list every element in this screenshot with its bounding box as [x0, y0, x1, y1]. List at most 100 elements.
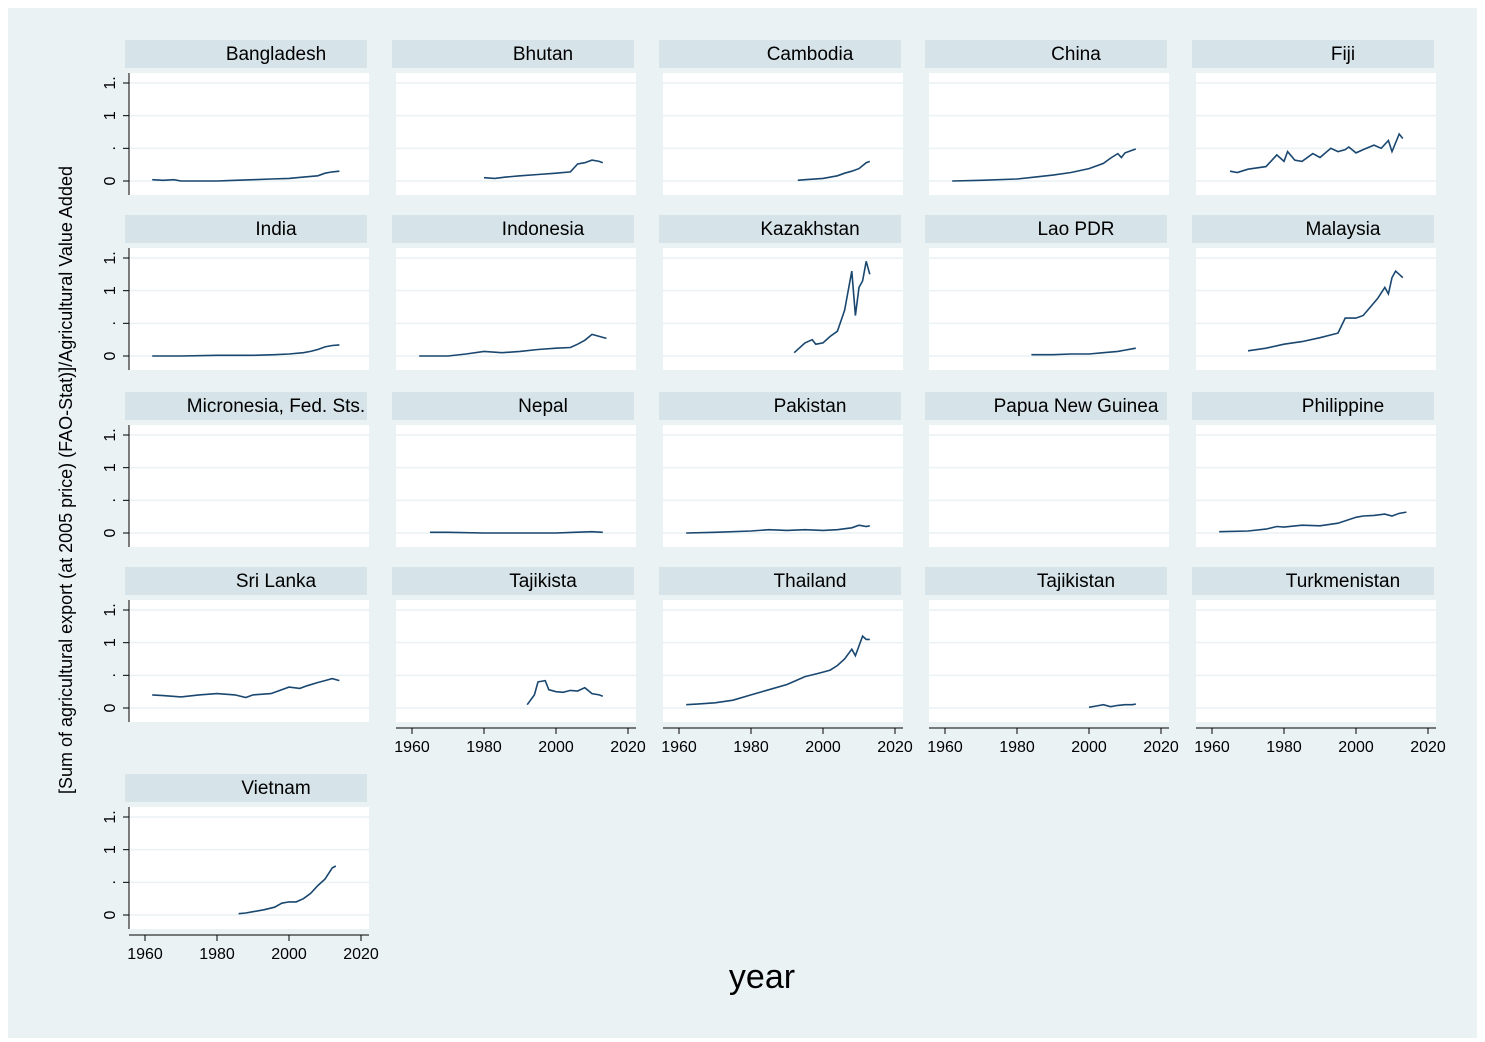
panel-strip: [659, 215, 901, 243]
y-tick-label: 1: [102, 638, 119, 647]
plot-area: [929, 73, 1169, 195]
y-tick-label: 1: [102, 286, 119, 295]
panel-title: Bangladesh: [226, 44, 326, 65]
panel-title: Kazakhstan: [760, 219, 859, 240]
x-tick-label: 2020: [343, 946, 379, 963]
panel-strip: [125, 215, 367, 243]
x-axis-title: year: [729, 958, 795, 996]
panel-papua-new-guinea: Papua New Guinea: [925, 392, 1169, 547]
plot-area: [929, 248, 1169, 370]
panel-bhutan: Bhutan: [392, 40, 636, 195]
panel-kazakhstan: Kazakhstan: [659, 215, 903, 370]
panel-pakistan: Pakistan: [659, 392, 903, 547]
panel-title: Lao PDR: [1037, 219, 1114, 240]
panel-thailand: Thailand 1960 1980 2000 2020: [659, 567, 913, 756]
plot-area: [1196, 425, 1436, 547]
panel-strip: [392, 392, 634, 420]
panel-strip: [125, 774, 367, 802]
x-tick-label: 1960: [1194, 739, 1230, 756]
plot-area: [129, 73, 369, 195]
x-tick-label: 1980: [1266, 739, 1302, 756]
x-tick-label: 1960: [127, 946, 163, 963]
panel-strip: [925, 215, 1167, 243]
y-tick-label: 0: [102, 176, 119, 185]
plot-area: [663, 425, 903, 547]
panel-philippine: Philippine: [1192, 392, 1436, 547]
panel-strip: [925, 567, 1167, 595]
panel-indonesia: Indonesia: [392, 215, 636, 370]
plot-area: [396, 425, 636, 547]
plot-area: [396, 600, 636, 722]
panel-title: Nepal: [518, 396, 568, 417]
series-line: [1247, 269, 1404, 352]
y-tick-label: 1.: [102, 603, 119, 616]
panel-title: Tajikistan: [1037, 571, 1115, 592]
series-line: [152, 344, 340, 357]
x-tick-label: 2020: [1143, 739, 1179, 756]
panel-strip: [659, 567, 901, 595]
series-line: [1031, 347, 1136, 356]
y-tick-label: 1: [102, 463, 119, 472]
series-line: [483, 159, 604, 180]
panel-title: Micronesia, Fed. Sts.: [187, 396, 365, 417]
panel-vietnam: Vietnam 0. 1 1. 1960 1980 2000 2020: [102, 774, 379, 963]
y-tick-label: 1.: [102, 810, 119, 823]
plot-area: [129, 807, 369, 929]
y-tick-label: 1.: [102, 76, 119, 89]
plot-area: [1196, 600, 1436, 722]
panel-title: Indonesia: [502, 219, 585, 240]
series-line: [1088, 703, 1136, 709]
panel-strip: [925, 392, 1167, 420]
series-line: [152, 677, 340, 699]
series-line: [152, 170, 340, 182]
series-line: [797, 160, 871, 182]
panel-title: China: [1051, 44, 1101, 65]
series-line: [1229, 132, 1404, 174]
series-line: [686, 524, 870, 534]
y-tick-label: 1: [102, 845, 119, 854]
panel-strip: [659, 392, 901, 420]
x-tick-label: 1980: [199, 946, 235, 963]
y-tick-label: .: [102, 498, 119, 502]
panel-title: Pakistan: [774, 396, 847, 417]
panel-title: Papua New Guinea: [994, 396, 1159, 417]
x-tick-label: 1960: [394, 739, 430, 756]
plot-area: [663, 248, 903, 370]
panel-strip: [392, 215, 634, 243]
panel-cambodia: Cambodia: [659, 40, 903, 195]
panel-title: Thailand: [774, 571, 847, 592]
plot-area: [1196, 73, 1436, 195]
x-tick-label: 2000: [538, 739, 574, 756]
panel-title: Tajikista: [509, 571, 577, 592]
plot-area: [129, 248, 369, 370]
panel-title: India: [255, 219, 297, 240]
series-line: [952, 148, 1137, 182]
series-line: [419, 333, 607, 357]
series-line: [430, 530, 603, 534]
panel-title: Cambodia: [767, 44, 854, 65]
plot-area: [663, 600, 903, 722]
panel-china: China: [925, 40, 1169, 195]
panel-strip: [1192, 567, 1434, 595]
x-tick-label: 2000: [805, 739, 841, 756]
x-tick-label: 1960: [661, 739, 697, 756]
panel-fiji: Fiji: [1192, 40, 1436, 195]
panel-strip: [125, 392, 367, 420]
series-line: [526, 679, 604, 706]
panel-title: Bhutan: [513, 44, 573, 65]
plot-area: [396, 248, 636, 370]
panel-strip: [1192, 215, 1434, 243]
x-tick-label: 2000: [271, 946, 307, 963]
panel-tajikista: Tajikista 1960 1980 2000 2020: [392, 567, 646, 756]
y-tick-label: 0: [102, 910, 119, 919]
y-axis-title: [Sum of agricultural export (at 2005 pri…: [56, 166, 76, 794]
plot-area: [929, 425, 1169, 547]
x-tick-label: 2020: [1410, 739, 1446, 756]
x-tick-label: 1980: [733, 739, 769, 756]
plot-area: [396, 73, 636, 195]
series-line: [793, 261, 871, 354]
panel-lao-pdr: Lao PDR: [925, 215, 1169, 370]
panel-strip: [659, 40, 901, 68]
series-line: [686, 634, 870, 706]
y-tick-label: 0: [102, 351, 119, 360]
